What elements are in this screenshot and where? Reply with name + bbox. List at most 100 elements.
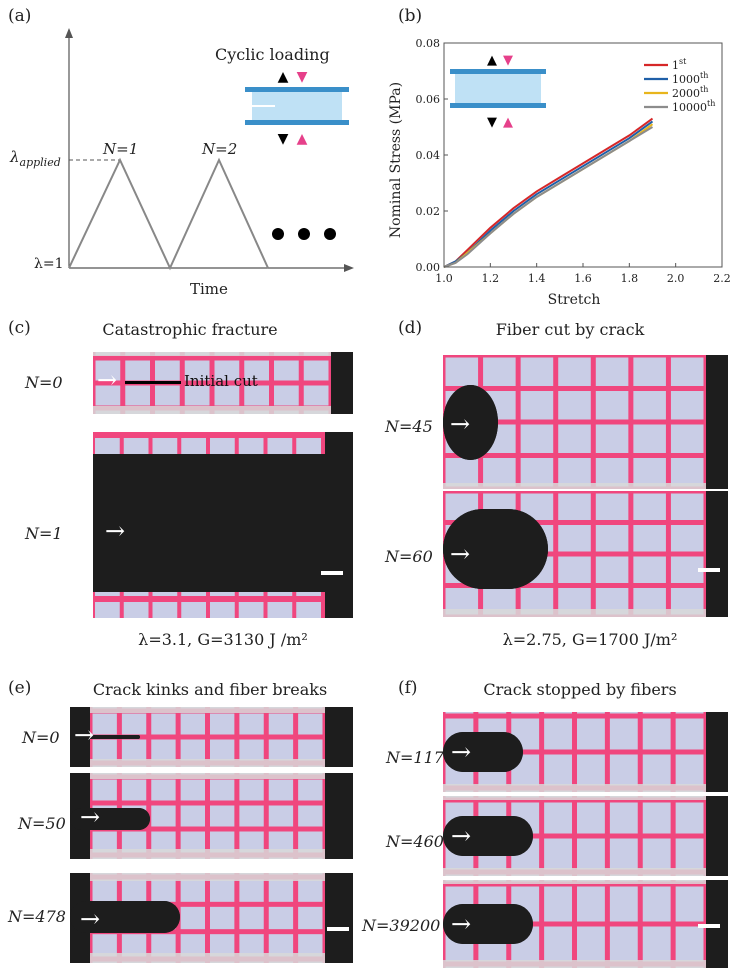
crack-mouth <box>70 808 150 830</box>
specimen-graphic <box>70 873 353 963</box>
specimen-graphic <box>70 773 353 859</box>
b-arrow-down-black: ▼ <box>487 115 497 130</box>
panel-f-title: Crack stopped by fibers <box>483 680 677 699</box>
fiber-horizontal <box>443 520 706 525</box>
b-legend-label: 1000th <box>672 71 708 86</box>
a-x-arrowhead <box>344 264 354 272</box>
a-triangle-wave <box>68 157 269 271</box>
b-specimen-gel <box>455 73 541 103</box>
right-edge <box>706 491 728 617</box>
e-photo-n50: → <box>70 773 353 859</box>
b-specimen-bottom-clamp <box>450 103 546 108</box>
panel-e-label: (e) <box>8 678 32 698</box>
b-arrow-up-pink: ▲ <box>503 115 513 130</box>
panel-a-title: Cyclic loading <box>215 45 330 64</box>
crack-arrow: → <box>74 721 95 749</box>
c-row-label-n0: N=0 <box>25 373 63 392</box>
b-ytick-label: 0.06 <box>416 93 441 106</box>
fiber-vertical <box>321 432 325 454</box>
c-photo-n0 <box>93 352 353 414</box>
panel-a-label: (a) <box>8 6 32 26</box>
d-caption: λ=2.75, G=1700 J/m² <box>502 630 678 649</box>
c-arrow-n1: → <box>105 517 126 545</box>
a-arrow-up-pink: ▲ <box>297 131 308 147</box>
specimen-graphic <box>93 352 353 414</box>
d-arrow-n45: → <box>450 410 471 438</box>
fiber-vertical <box>206 432 210 454</box>
d-photo-n60 <box>443 491 728 617</box>
fiber-horizontal <box>443 355 706 358</box>
specimen-graphic <box>443 712 728 792</box>
panel-c-label: (c) <box>8 318 31 338</box>
fiber-horizontal <box>90 901 325 907</box>
fiber-horizontal <box>443 491 706 494</box>
fiber-vertical <box>234 592 239 618</box>
clamp-bottom <box>70 849 353 859</box>
f-row-label-n117: N=117 <box>386 748 444 767</box>
c-arrow-n0: → <box>97 366 118 394</box>
panel-d-label: (d) <box>398 318 423 338</box>
e-row-label-n0: N=0 <box>22 728 60 747</box>
a-ellipsis-dot <box>272 228 284 240</box>
panel-c-title: Catastrophic fracture <box>102 320 278 339</box>
f-photo-n460: → <box>443 796 728 876</box>
b-ytick-label: 0.08 <box>416 37 441 50</box>
e-row-label-n50: N=50 <box>18 814 66 833</box>
b-xtick-label: 1.2 <box>482 272 500 285</box>
fiber-vertical <box>205 873 210 963</box>
fiber-vertical <box>293 873 299 963</box>
right-edge <box>325 773 353 859</box>
a-ellipsis-dot <box>324 228 336 240</box>
fiber-vertical <box>321 592 325 618</box>
b-xlabel: Stretch <box>548 292 601 308</box>
c-initial-cut-line <box>125 381 181 384</box>
a-xlabel: Time <box>190 280 228 298</box>
a-ellipsis-dot <box>298 228 310 240</box>
a-cycle-label-2: N=2 <box>202 140 238 158</box>
specimen-graphic <box>443 355 728 489</box>
f-row-label-n39200: N=39200 <box>362 916 441 935</box>
f-row-label-n460: N=460 <box>386 832 444 851</box>
b-arrow-down-pink: ▼ <box>503 53 513 68</box>
fiber-vertical <box>263 592 268 618</box>
b-arrow-up-black: ▲ <box>487 53 497 68</box>
panel-d-title: Fiber cut by crack <box>495 320 645 339</box>
fiber-horizontal <box>90 734 325 740</box>
fiber-vertical <box>263 873 269 963</box>
fiber-horizontal <box>90 929 325 935</box>
fiber-horizontal <box>443 833 706 839</box>
crack-arrow: → <box>451 738 472 766</box>
b-series-line-3 <box>443 126 654 268</box>
a-base-label: λ=1 <box>34 256 64 272</box>
fiber-horizontal <box>93 380 331 386</box>
crack-mouth <box>443 732 523 772</box>
d-scale-bar <box>698 568 720 572</box>
c-initial-cut-label: Initial cut <box>184 372 258 390</box>
b-xtick-label: 1.6 <box>574 272 592 285</box>
crack-arrow: → <box>451 910 472 938</box>
a-arrow-down-black: ▼ <box>278 131 289 147</box>
crack-mouth <box>70 901 180 933</box>
clamp-top <box>443 880 728 884</box>
a-applied-label: λapplied <box>10 148 61 169</box>
specimen-graphic <box>443 491 728 617</box>
fiber-vertical <box>177 592 182 618</box>
b-ytick-label: 0.04 <box>416 149 441 162</box>
clamp-bottom <box>70 953 353 963</box>
fiber-vertical <box>148 592 153 618</box>
b-legend-label: 10000th <box>672 99 715 114</box>
clamp-bottom <box>443 784 728 792</box>
panel-e-title: Crack kinks and fiber breaks <box>92 680 328 699</box>
fiber-vertical <box>119 592 124 618</box>
d-row-label-n60: N=60 <box>385 547 433 566</box>
fiber-horizontal <box>443 749 706 755</box>
specimen-graphic <box>443 796 728 876</box>
f-photo-n39200: → <box>443 880 728 968</box>
fiber-horizontal <box>443 386 706 391</box>
c-caption: λ=3.1, G=3130 J /m² <box>138 630 308 649</box>
stress-stretch-chart: 1.0 1.2 1.4 1.6 1.8 2.0 2.2 0.00 0.02 0.04 0.06 0.0… <box>388 37 730 308</box>
b-specimen-top-clamp <box>450 69 546 74</box>
right-edge <box>706 796 728 876</box>
cyclic-loading-diagram: ▲ ▼ ▼ ▲ <box>65 28 354 272</box>
clamp-top <box>93 352 353 356</box>
